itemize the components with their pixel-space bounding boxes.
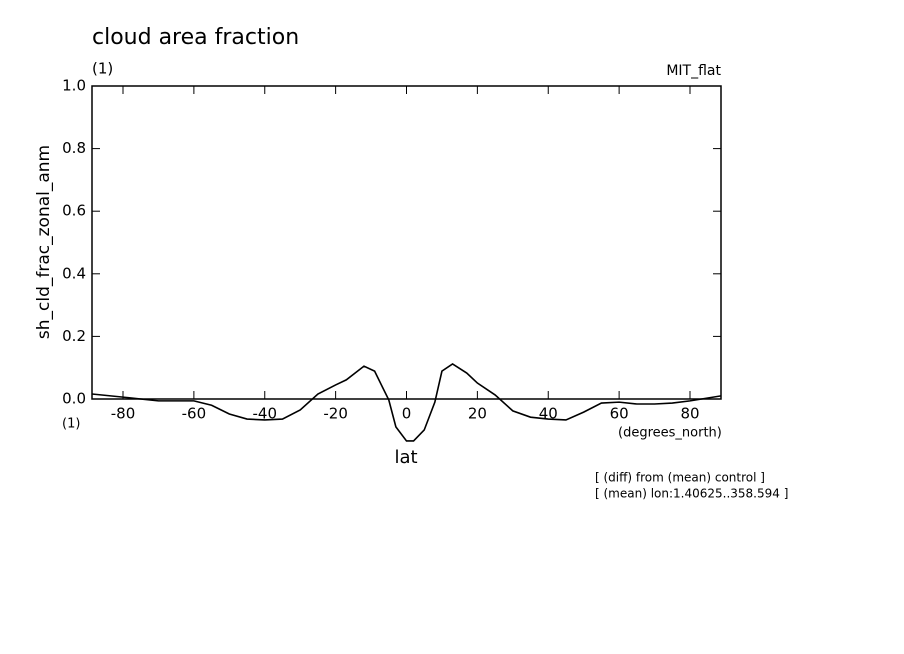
model-label: MIT_flat [666,63,721,79]
subtitle: (1) [92,60,113,78]
plot-frame [91,85,722,400]
chart-title: cloud area fraction [92,25,299,50]
y-tick-label: 0.8 [62,139,86,157]
annotation: [ (diff) from (mean) control ] [595,471,765,485]
y-tick-label: 0.6 [62,202,86,220]
x-tick-label: -40 [253,405,278,423]
x-tick-label: 80 [680,405,699,423]
x-tick-label: 20 [468,405,487,423]
y-tick-label: 0.0 [62,390,86,408]
x-tick-label: 60 [610,405,629,423]
annotation: [ (mean) lon:1.40625..358.594 ] [595,487,788,501]
y-tick-label: 0.4 [62,264,86,282]
y-tick-label: 0.2 [62,327,86,345]
data-line [91,362,722,442]
y-axis-label: sh_cld_frac_zonal_anm [34,145,54,339]
y-unit: (1) [62,417,80,432]
y-tick-label: 1.0 [62,77,86,95]
x-axis-label: lat [394,447,417,468]
x-tick-label: -60 [182,405,207,423]
x-tick-label: -20 [323,405,348,423]
x-unit: (degrees_north) [618,426,722,441]
x-tick-label: -80 [111,405,136,423]
x-tick-label: 0 [402,405,412,423]
